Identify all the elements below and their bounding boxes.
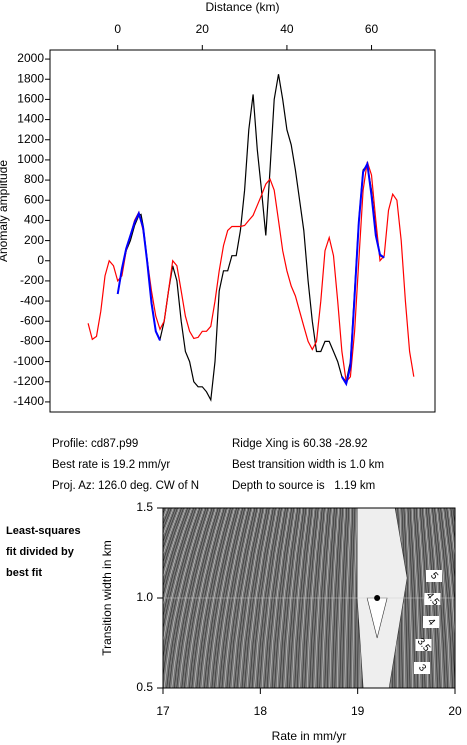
info-text: Best transition width is 1.0 km <box>232 459 384 471</box>
contour-line <box>448 508 455 560</box>
y-axis-label: Anomaly amplitude <box>0 160 10 262</box>
y-tick-label: 800 <box>24 172 44 186</box>
contour-line <box>463 508 467 688</box>
contour-label-bg <box>415 639 432 651</box>
y-axis-label: Transition width in km <box>100 540 114 656</box>
y-tick-label: 0 <box>37 253 44 267</box>
contour-line <box>163 508 184 571</box>
info-text: Depth to source is 1.19 km <box>232 480 375 492</box>
info-text: Best rate is 19.2 mm/yr <box>52 459 170 471</box>
contour-line <box>163 508 178 549</box>
contour-line <box>163 508 176 543</box>
contour-label-bg <box>426 570 442 582</box>
y-tick-label: 600 <box>24 192 44 206</box>
y-tick-label: 200 <box>24 233 44 247</box>
contour-line <box>454 508 455 511</box>
y-tick-label: 2000 <box>17 51 44 65</box>
y-tick-label: 1200 <box>17 132 44 146</box>
y-tick-label: -600 <box>20 313 44 327</box>
contour-lines <box>163 508 467 688</box>
contour-line <box>163 508 182 563</box>
y-tick-label: -800 <box>20 334 44 348</box>
contour-label-bg <box>423 616 439 628</box>
y-tick-label: 0.5 <box>136 680 153 694</box>
x-tick-label: 20 <box>448 704 462 718</box>
contour-label-bg <box>414 662 430 674</box>
x-tick-label: 17 <box>156 704 170 718</box>
contour-field <box>163 508 467 688</box>
y-tick-label: -1200 <box>13 374 44 388</box>
series-line <box>117 74 385 402</box>
contour-line <box>446 508 455 581</box>
info-text: Proj. Az: 126.0 deg. CW of N <box>52 480 199 492</box>
plot-frame <box>49 49 436 413</box>
contour-label-bg <box>424 593 441 605</box>
y-tick-label: -1000 <box>13 354 44 368</box>
contour-line <box>163 508 190 597</box>
contour-line <box>461 508 467 688</box>
plot-title: best fit <box>6 567 42 579</box>
contour-label: 5 <box>428 570 440 582</box>
contour-line <box>457 508 467 688</box>
y-tick-label: 1400 <box>17 112 44 126</box>
y-tick-label: 1.5 <box>136 500 153 514</box>
contour-line <box>450 508 455 542</box>
plot-title: fit divided by <box>6 546 75 558</box>
contour-label: 3 <box>416 662 428 674</box>
y-tick-label: 1.0 <box>136 590 153 604</box>
y-tick-label: 1800 <box>17 71 44 85</box>
plot-title: Least-squares <box>6 525 81 537</box>
info-text: Profile: cd87.p99 <box>52 438 138 450</box>
contour-line <box>459 508 467 688</box>
x-axis-label: Distance (km) <box>205 0 279 14</box>
x-tick-label: 20 <box>196 22 210 36</box>
y-tick-label: 400 <box>24 213 44 227</box>
contour-line <box>163 508 186 579</box>
contour-line <box>163 508 188 588</box>
x-tick-label: 19 <box>351 704 365 718</box>
y-tick-label: -400 <box>20 293 44 307</box>
y-tick-label: -1400 <box>13 394 44 408</box>
info-text: Ridge Xing is 60.38 -28.92 <box>232 438 368 450</box>
y-tick-label: 1000 <box>17 152 44 166</box>
x-tick-label: 40 <box>280 22 294 36</box>
series-line <box>116 160 385 387</box>
contour-label: 4 <box>425 616 437 628</box>
y-tick-label: 1600 <box>17 92 44 106</box>
best-fit-point <box>374 595 381 601</box>
series-line <box>87 161 415 384</box>
x-tick-label: 0 <box>114 22 121 36</box>
y-tick-label: -200 <box>20 273 44 287</box>
contour-line <box>163 508 174 537</box>
x-tick-label: 18 <box>254 704 268 718</box>
x-axis-label: Rate in mm/yr <box>272 729 347 743</box>
contour-line <box>163 508 180 556</box>
x-tick-label: 60 <box>365 22 379 36</box>
